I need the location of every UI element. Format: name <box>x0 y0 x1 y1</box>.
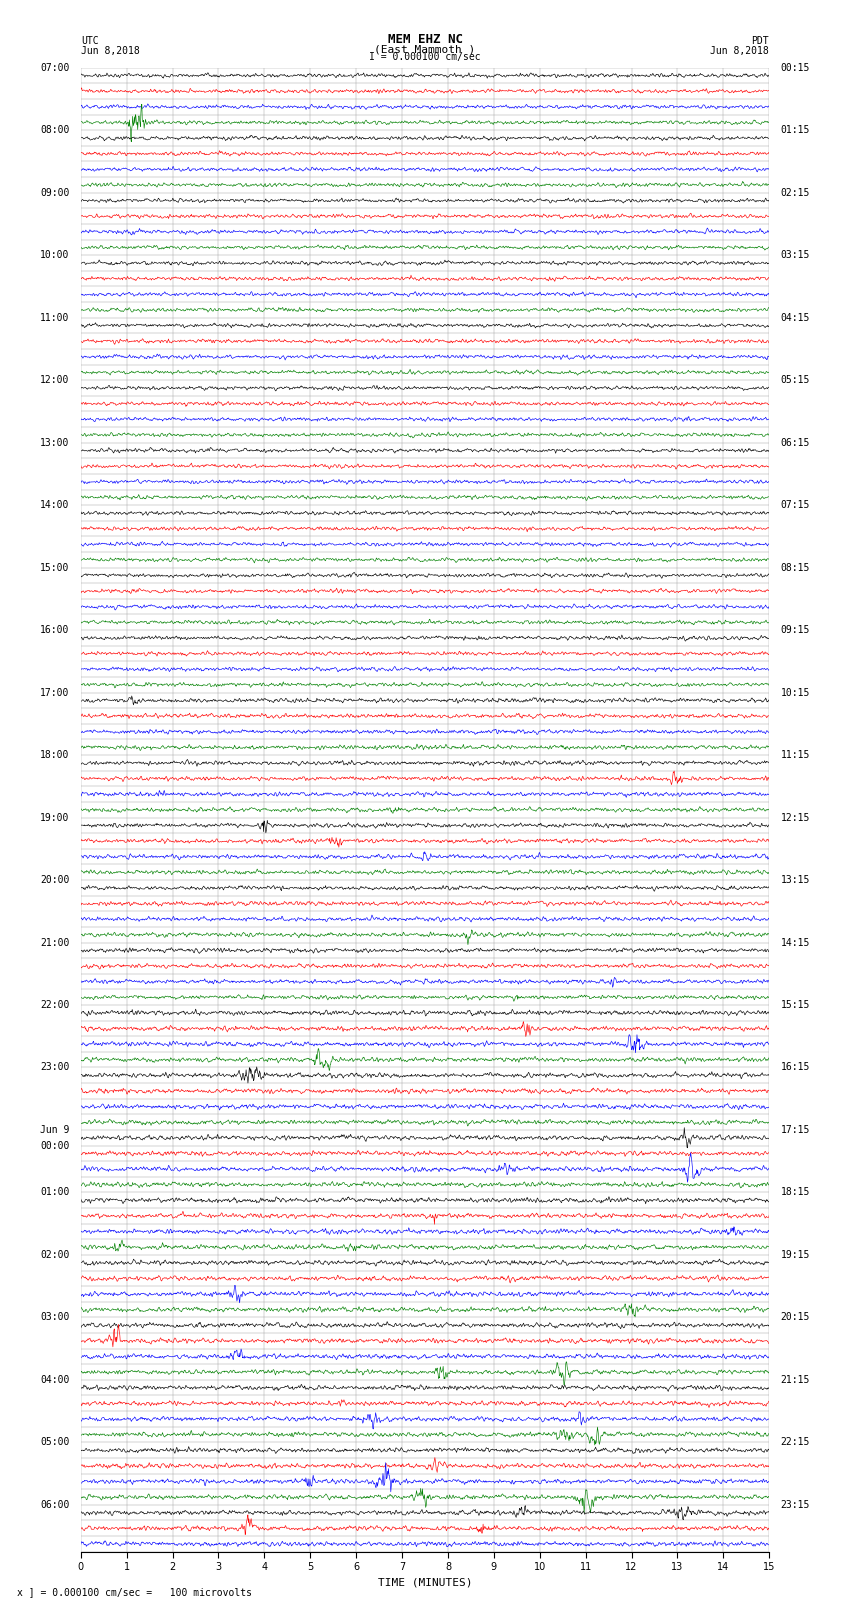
Text: I = 0.000100 cm/sec: I = 0.000100 cm/sec <box>369 52 481 63</box>
Text: 22:00: 22:00 <box>40 1000 70 1010</box>
Text: 16:15: 16:15 <box>780 1063 810 1073</box>
Text: 01:15: 01:15 <box>780 126 810 135</box>
Text: 01:00: 01:00 <box>40 1187 70 1197</box>
Text: 21:15: 21:15 <box>780 1374 810 1386</box>
Text: 04:15: 04:15 <box>780 313 810 323</box>
Text: 20:00: 20:00 <box>40 874 70 886</box>
Text: 17:15: 17:15 <box>780 1124 810 1136</box>
Text: 09:00: 09:00 <box>40 187 70 198</box>
Text: 23:15: 23:15 <box>780 1500 810 1510</box>
Text: 03:15: 03:15 <box>780 250 810 260</box>
Text: 14:00: 14:00 <box>40 500 70 510</box>
Text: 15:00: 15:00 <box>40 563 70 573</box>
Text: 08:00: 08:00 <box>40 126 70 135</box>
Text: MEM EHZ NC: MEM EHZ NC <box>388 32 462 45</box>
Text: 19:15: 19:15 <box>780 1250 810 1260</box>
Text: Jun 9: Jun 9 <box>40 1124 70 1136</box>
Text: 05:00: 05:00 <box>40 1437 70 1447</box>
Text: 02:15: 02:15 <box>780 187 810 198</box>
Text: (East Mammoth ): (East Mammoth ) <box>374 44 476 53</box>
Text: 18:00: 18:00 <box>40 750 70 760</box>
Text: Jun 8,2018: Jun 8,2018 <box>711 45 769 56</box>
Text: 11:00: 11:00 <box>40 313 70 323</box>
Text: 17:00: 17:00 <box>40 687 70 697</box>
Text: 20:15: 20:15 <box>780 1313 810 1323</box>
Text: 18:15: 18:15 <box>780 1187 810 1197</box>
Text: 05:15: 05:15 <box>780 376 810 386</box>
Text: 16:00: 16:00 <box>40 626 70 636</box>
Text: 10:00: 10:00 <box>40 250 70 260</box>
Text: 07:15: 07:15 <box>780 500 810 510</box>
Text: 13:00: 13:00 <box>40 437 70 448</box>
Text: UTC: UTC <box>81 35 99 45</box>
Text: 07:00: 07:00 <box>40 63 70 73</box>
Text: 04:00: 04:00 <box>40 1374 70 1386</box>
Text: 12:15: 12:15 <box>780 813 810 823</box>
Text: 08:15: 08:15 <box>780 563 810 573</box>
Text: 11:15: 11:15 <box>780 750 810 760</box>
Text: 21:00: 21:00 <box>40 937 70 947</box>
Text: 09:15: 09:15 <box>780 626 810 636</box>
Text: PDT: PDT <box>751 35 769 45</box>
Text: x ] = 0.000100 cm/sec =   100 microvolts: x ] = 0.000100 cm/sec = 100 microvolts <box>17 1587 252 1597</box>
Text: 19:00: 19:00 <box>40 813 70 823</box>
Text: 12:00: 12:00 <box>40 376 70 386</box>
Text: 00:00: 00:00 <box>40 1140 70 1150</box>
Text: 13:15: 13:15 <box>780 874 810 886</box>
Text: 00:15: 00:15 <box>780 63 810 73</box>
Text: 02:00: 02:00 <box>40 1250 70 1260</box>
Text: 10:15: 10:15 <box>780 687 810 697</box>
Text: Jun 8,2018: Jun 8,2018 <box>81 45 139 56</box>
Text: 03:00: 03:00 <box>40 1313 70 1323</box>
Text: 22:15: 22:15 <box>780 1437 810 1447</box>
Text: 06:00: 06:00 <box>40 1500 70 1510</box>
Text: 23:00: 23:00 <box>40 1063 70 1073</box>
Text: 06:15: 06:15 <box>780 437 810 448</box>
X-axis label: TIME (MINUTES): TIME (MINUTES) <box>377 1578 473 1587</box>
Text: 15:15: 15:15 <box>780 1000 810 1010</box>
Text: 14:15: 14:15 <box>780 937 810 947</box>
